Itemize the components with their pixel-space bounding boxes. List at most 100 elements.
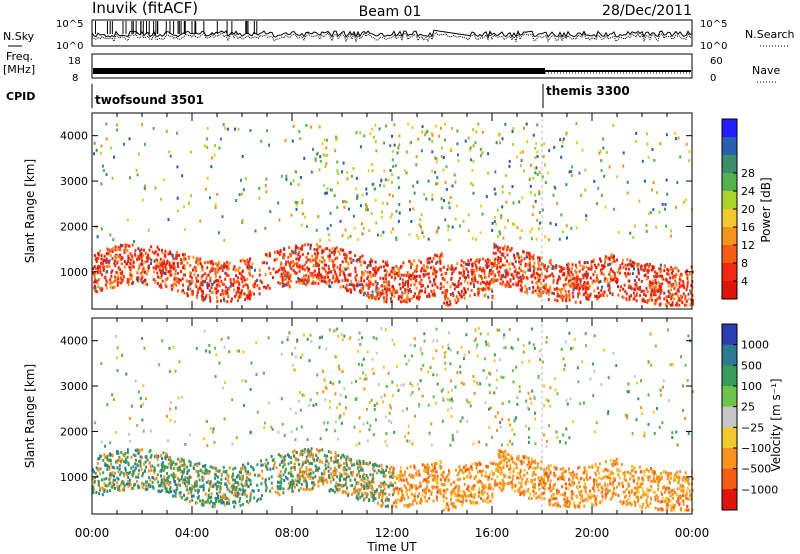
data-cell xyxy=(686,284,689,288)
data-cell xyxy=(538,259,541,263)
data-cell xyxy=(195,266,198,270)
data-cell xyxy=(158,284,161,288)
data-cell xyxy=(413,259,416,263)
data-cell xyxy=(606,256,609,260)
data-cell xyxy=(561,230,564,234)
data-cell xyxy=(568,293,571,297)
data-cell xyxy=(177,265,180,268)
data-cell xyxy=(593,289,596,293)
data-cell xyxy=(277,201,280,205)
data-cell xyxy=(478,487,480,491)
data-cell xyxy=(646,495,649,499)
data-cell xyxy=(585,297,588,301)
data-cell xyxy=(494,264,497,268)
data-cell xyxy=(529,465,532,469)
data-cell xyxy=(289,266,292,270)
data-cell xyxy=(664,500,667,503)
data-cell xyxy=(119,281,122,285)
data-cell xyxy=(385,263,388,267)
data-cell xyxy=(190,194,192,198)
data-cell xyxy=(579,300,582,304)
data-cell xyxy=(131,473,134,477)
data-cell xyxy=(111,176,114,180)
data-cell xyxy=(336,256,339,260)
data-cell xyxy=(291,474,294,478)
data-cell xyxy=(156,245,159,249)
data-cell xyxy=(318,125,321,129)
data-cell xyxy=(225,274,228,278)
data-cell xyxy=(202,483,205,487)
data-cell xyxy=(228,502,230,505)
data-cell xyxy=(121,273,124,277)
data-cell xyxy=(471,279,474,283)
data-cell xyxy=(643,293,646,297)
data-cell xyxy=(653,293,655,297)
data-cell xyxy=(400,478,403,482)
data-cell xyxy=(404,283,406,287)
data-cell xyxy=(686,497,688,500)
data-cell xyxy=(428,292,431,296)
data-cell xyxy=(477,122,480,126)
data-cell xyxy=(498,230,501,234)
data-cell xyxy=(210,165,213,169)
data-cell xyxy=(524,284,527,288)
data-cell xyxy=(227,263,230,267)
data-cell xyxy=(440,252,443,256)
data-cell xyxy=(142,472,144,476)
data-cell xyxy=(175,283,178,287)
data-cell xyxy=(439,459,442,463)
data-cell xyxy=(471,494,473,498)
data-cell xyxy=(332,262,335,266)
data-cell xyxy=(463,270,465,274)
data-cell xyxy=(446,475,448,479)
data-cell xyxy=(314,475,317,479)
data-cell xyxy=(401,490,403,494)
data-cell xyxy=(417,294,419,298)
data-cell xyxy=(455,301,458,305)
data-cell xyxy=(191,484,194,488)
data-cell xyxy=(169,481,172,485)
data-cell xyxy=(306,266,309,270)
data-cell xyxy=(604,277,607,280)
data-cell xyxy=(224,285,227,289)
data-cell xyxy=(256,483,259,487)
data-cell xyxy=(214,144,216,148)
data-cell xyxy=(513,223,516,227)
data-cell xyxy=(234,295,236,298)
data-cell xyxy=(136,271,139,275)
data-cell xyxy=(599,149,602,153)
data-cell xyxy=(602,137,605,141)
data-cell xyxy=(357,470,360,474)
data-cell xyxy=(284,475,287,479)
data-cell xyxy=(294,251,297,255)
data-cell xyxy=(621,481,624,485)
data-cell xyxy=(291,486,294,490)
data-cell xyxy=(136,464,139,468)
data-cell xyxy=(290,213,293,217)
data-cell xyxy=(629,263,632,267)
data-cell xyxy=(131,274,134,278)
data-cell xyxy=(564,278,567,281)
data-cell xyxy=(469,499,472,503)
data-cell xyxy=(374,273,377,277)
data-cell xyxy=(211,505,214,509)
data-cell xyxy=(236,299,239,302)
data-cell xyxy=(374,123,377,127)
data-cell xyxy=(144,251,147,255)
data-cell xyxy=(218,481,221,485)
data-cell xyxy=(357,258,360,262)
data-cell xyxy=(474,461,477,465)
data-cell xyxy=(682,499,685,503)
data-cell xyxy=(159,283,162,287)
data-cell xyxy=(281,284,284,288)
data-cell xyxy=(480,497,483,500)
data-cell xyxy=(226,287,229,290)
data-cell xyxy=(276,257,279,261)
data-cell xyxy=(665,295,668,299)
data-cell xyxy=(635,489,638,493)
data-cell xyxy=(305,124,308,127)
data-cell xyxy=(233,265,236,269)
data-cell xyxy=(522,460,525,464)
data-cell xyxy=(436,176,439,180)
data-cell xyxy=(249,273,251,277)
